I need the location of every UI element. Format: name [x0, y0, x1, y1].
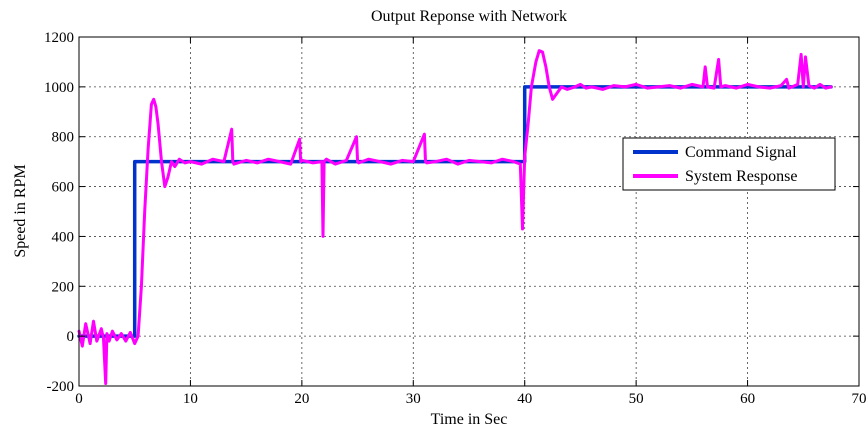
- legend-label-system-response: System Response: [685, 168, 797, 185]
- chart-title: Output Reponse with Network: [371, 8, 567, 25]
- y-tick-label: 800: [52, 130, 75, 146]
- x-tick-label: 30: [406, 391, 421, 407]
- x-tick-label: 60: [740, 391, 755, 407]
- grid: [79, 37, 859, 386]
- y-tick-label: 1200: [44, 30, 74, 46]
- x-tick-label: 50: [629, 391, 644, 407]
- series-line-system-response: [77, 49, 833, 385]
- x-axis-label: Time in Sec: [431, 411, 508, 428]
- x-tick-label: 40: [517, 391, 532, 407]
- legend-box: [622, 137, 836, 191]
- series-layer: [77, 49, 833, 385]
- y-tick-label: 0: [67, 329, 75, 345]
- y-tick-label: 600: [52, 180, 75, 196]
- y-tick-label: 400: [52, 229, 75, 245]
- y-tick-label: 200: [52, 279, 75, 295]
- x-tick-label: 20: [294, 391, 309, 407]
- legend: Command Signal System Response: [622, 137, 836, 191]
- y-tick-label: 1000: [44, 80, 74, 96]
- plot-frame: [78, 36, 860, 387]
- plot-area: [79, 37, 859, 386]
- x-tick-label: 70: [852, 391, 867, 407]
- y-axis-label: Speed in RPM: [12, 164, 29, 257]
- x-tick-label: 0: [75, 391, 83, 407]
- y-tick-label: -200: [47, 379, 75, 395]
- x-tick-label: 10: [183, 391, 198, 407]
- legend-label-command-signal: Command Signal: [685, 144, 797, 161]
